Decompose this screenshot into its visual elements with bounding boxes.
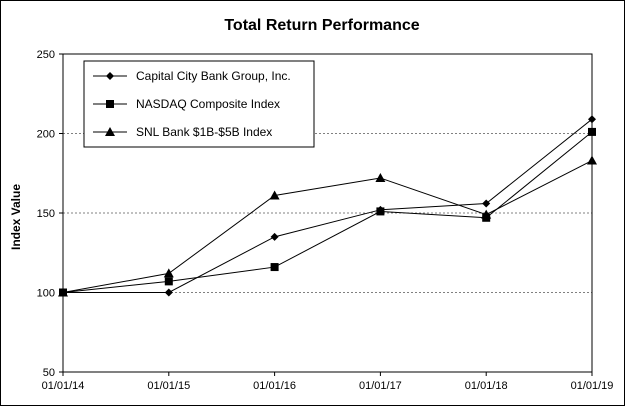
x-tick-label: 01/01/16 [253, 380, 296, 392]
data-point-square [270, 263, 279, 272]
y-tick-label: 250 [37, 49, 55, 61]
y-tick-label: 50 [43, 367, 55, 379]
data-point-diamond [270, 232, 279, 241]
data-point-diamond [588, 115, 596, 124]
data-point-triangle [375, 173, 386, 183]
x-tick-label: 01/01/17 [359, 380, 402, 392]
legend-marker-diamond [106, 72, 114, 80]
legend-marker-square [106, 100, 114, 108]
x-tick-label: 01/01/19 [571, 380, 614, 392]
y-tick-label: 150 [37, 208, 55, 220]
legend-label: SNL Bank $1B-$5B Index [136, 125, 272, 139]
data-point-triangle [269, 190, 280, 200]
data-point-triangle [163, 268, 174, 278]
y-axis-label: Index Value [9, 184, 23, 250]
data-point-diamond [164, 288, 173, 297]
y-tick-label: 100 [37, 288, 55, 300]
data-point-triangle [587, 155, 597, 165]
data-point-square [376, 207, 385, 216]
x-tick-label: 01/01/14 [42, 380, 85, 392]
legend-label: NASDAQ Composite Index [136, 97, 280, 111]
series-line-triangle [62, 160, 593, 293]
data-point-square [164, 277, 173, 286]
series-line-square [62, 131, 593, 293]
series-line-diamond [63, 118, 593, 293]
chart-title: Total Return Performance [224, 17, 419, 34]
y-tick-label: 200 [37, 129, 55, 141]
data-point-square [588, 127, 596, 136]
data-point-diamond [482, 199, 491, 208]
legend-marker-triangle [105, 127, 115, 136]
x-tick-label: 01/01/18 [465, 380, 508, 392]
data-point-triangle [58, 287, 68, 297]
x-tick-label: 01/01/15 [147, 380, 190, 392]
data-point-triangle [481, 209, 492, 219]
legend-label: Capital City Bank Group, Inc. [136, 69, 291, 83]
